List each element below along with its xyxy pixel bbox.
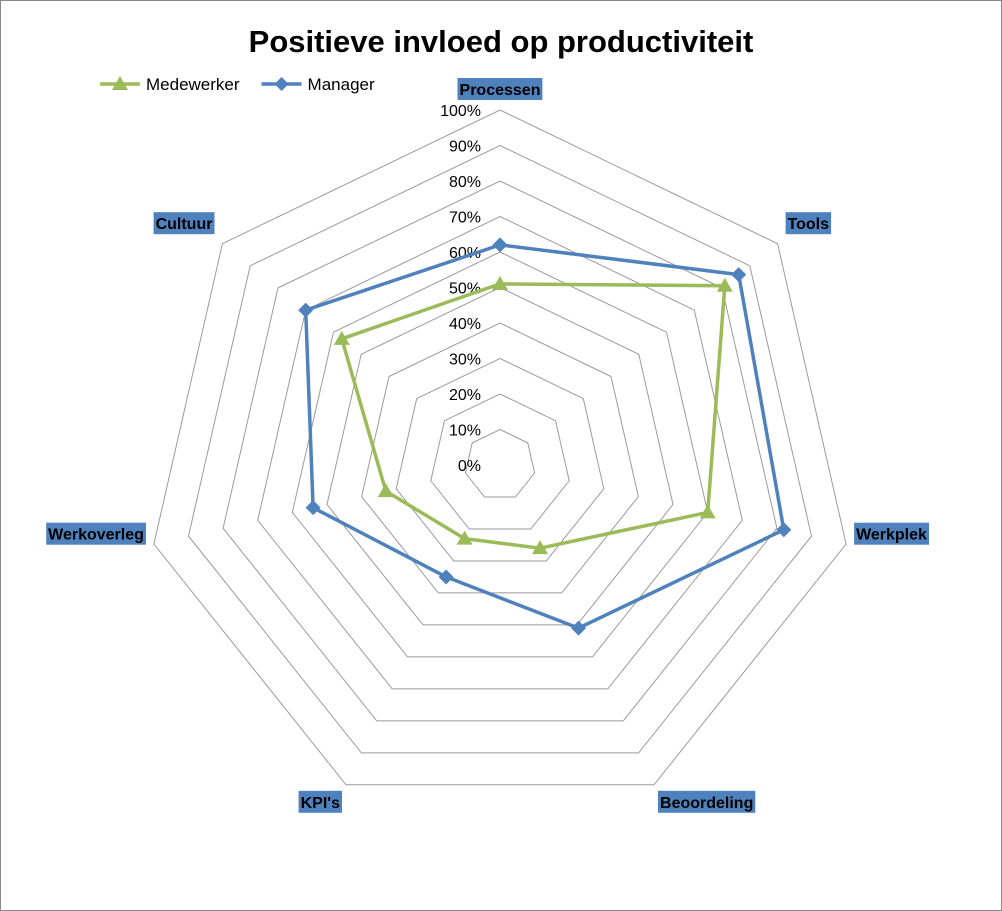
tick-label: 100%: [440, 103, 481, 120]
category-label-bg: [658, 790, 756, 813]
category-label-bg: [854, 522, 929, 545]
point-medewerker-werkoverleg: [377, 483, 394, 498]
grid-ring-2: [430, 393, 570, 530]
grid-ring-4: [361, 322, 639, 594]
series-line-manager: [303, 243, 786, 630]
tick-label: 20%: [449, 387, 481, 404]
point-manager-kpi-s: [438, 569, 454, 585]
category-label-text: Tools: [788, 216, 830, 233]
category-label-cultuur: Cultuur: [153, 212, 215, 235]
point-medewerker-cultuur: [333, 330, 350, 345]
category-label-bg: [46, 522, 147, 545]
grid-ring-5: [326, 286, 674, 626]
tick-label: 90%: [449, 139, 481, 156]
grid-ring-1: [464, 428, 536, 498]
category-label-werkplek: Werkplek: [854, 522, 929, 545]
category-label-werkoverleg: Werkoverleg: [46, 522, 147, 545]
series-manager: [298, 237, 792, 636]
category-label-text: KPI's: [301, 795, 340, 812]
grid-ring-8: [222, 180, 778, 722]
category-label-text: Processen: [460, 82, 541, 99]
point-manager-werkoverleg: [305, 500, 321, 516]
grid-ring-6: [291, 251, 709, 658]
tick-label: 0%: [458, 458, 481, 475]
category-label-tools: Tools: [785, 212, 832, 235]
tick-label: 70%: [449, 210, 481, 227]
category-label-processen: Processen: [457, 78, 543, 100]
radar-grid: [153, 109, 847, 786]
point-manager-beoordeling: [571, 620, 587, 636]
tick-label: 10%: [449, 423, 481, 440]
category-label-text: Werkoverleg: [48, 527, 144, 544]
legend-marker: [112, 76, 128, 90]
tick-label: 40%: [449, 316, 481, 333]
category-label-bg: [457, 78, 543, 100]
tick-label: 30%: [449, 352, 481, 369]
point-medewerker-werkplek: [699, 504, 716, 519]
point-manager-processen: [492, 237, 508, 253]
point-medewerker-kpi-s: [456, 530, 473, 545]
point-medewerker-processen: [492, 275, 508, 290]
category-labels: Processen Tools Werkplek Beoordeling KPI's We…: [46, 78, 929, 813]
series-layer: [298, 237, 792, 636]
category-label-kpi-s: KPI's: [298, 790, 342, 813]
category-label-bg: [298, 790, 342, 813]
grid-ring-3: [395, 357, 605, 562]
category-label-beoordeling: Beoordeling: [658, 790, 756, 813]
point-medewerker-beoordeling: [532, 540, 549, 555]
tick-label: 80%: [449, 174, 481, 191]
legend-item-medewerker: Medewerker: [100, 75, 240, 94]
chart-title: Positieve invloed op productiviteit: [249, 24, 754, 59]
legend-label: Medewerker: [146, 75, 240, 94]
series-medewerker: [333, 275, 733, 555]
point-manager-cultuur: [298, 302, 314, 318]
category-label-text: Beoordeling: [660, 795, 753, 812]
series-line-medewerker: [340, 282, 727, 550]
legend-marker: [274, 77, 289, 91]
point-manager-tools: [731, 267, 747, 283]
point-medewerker-tools: [716, 277, 733, 292]
category-label-text: Cultuur: [156, 216, 213, 233]
category-label-bg: [785, 212, 832, 235]
legend: Medewerker Manager: [100, 75, 375, 94]
grid-ring-7: [257, 215, 743, 690]
radial-axis-ticks: 0%10%20%30%40%50%60%70%80%90%100%: [440, 103, 481, 475]
category-label-bg: [153, 212, 215, 235]
category-label-text: Werkplek: [856, 527, 927, 544]
grid-ring-9: [187, 144, 813, 754]
point-manager-werkplek: [776, 522, 792, 538]
legend-item-manager: Manager: [261, 75, 375, 94]
legend-label: Manager: [308, 75, 375, 94]
grid-ring-10: [153, 109, 847, 786]
